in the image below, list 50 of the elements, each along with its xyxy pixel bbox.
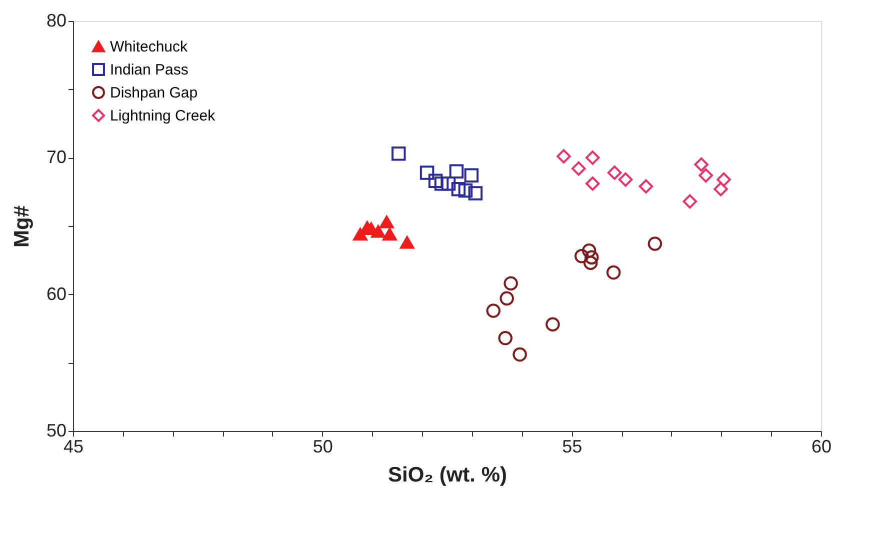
point bbox=[371, 225, 386, 238]
point bbox=[583, 256, 598, 270]
point bbox=[546, 317, 560, 332]
legend-label: Dishpan Gap bbox=[110, 84, 198, 102]
point bbox=[380, 216, 394, 228]
point bbox=[392, 146, 406, 161]
point bbox=[449, 164, 464, 178]
y-tick-label: 60 bbox=[46, 284, 66, 304]
point bbox=[618, 172, 633, 187]
point bbox=[582, 243, 596, 258]
point bbox=[638, 179, 654, 194]
y-tick-label: 70 bbox=[46, 147, 66, 168]
point bbox=[606, 265, 621, 280]
point bbox=[574, 248, 589, 264]
legend-label: Whitechuck bbox=[110, 38, 188, 56]
point bbox=[504, 276, 518, 291]
point bbox=[714, 182, 728, 196]
legend-label: Indian Pass bbox=[110, 62, 188, 78]
point bbox=[464, 168, 479, 183]
x-axis-title: SiO₂ (wt. %) bbox=[388, 464, 507, 486]
y-axis-title: Mg# bbox=[10, 205, 34, 248]
point bbox=[648, 236, 662, 251]
point bbox=[698, 168, 713, 183]
point bbox=[486, 304, 500, 318]
point bbox=[584, 250, 599, 265]
point bbox=[458, 183, 473, 198]
y-tick-label: 80 bbox=[46, 10, 66, 30]
point bbox=[556, 149, 571, 164]
point bbox=[451, 182, 466, 196]
point bbox=[585, 150, 600, 165]
point bbox=[694, 157, 708, 172]
point bbox=[716, 172, 731, 187]
x-tick-label: 55 bbox=[562, 436, 582, 456]
point bbox=[428, 174, 443, 188]
point bbox=[498, 330, 512, 346]
point bbox=[607, 166, 622, 180]
point bbox=[353, 228, 368, 241]
point bbox=[400, 236, 414, 249]
x-tick-label: 50 bbox=[312, 436, 333, 456]
point bbox=[585, 176, 600, 191]
point bbox=[420, 166, 434, 180]
point bbox=[512, 347, 527, 362]
point bbox=[500, 291, 514, 306]
point bbox=[682, 194, 697, 209]
point bbox=[434, 176, 449, 191]
point bbox=[468, 186, 483, 200]
x-tick-label: 60 bbox=[811, 436, 832, 456]
point bbox=[572, 161, 586, 176]
point bbox=[382, 228, 397, 241]
legend-label: Lightning Creek bbox=[110, 108, 216, 124]
